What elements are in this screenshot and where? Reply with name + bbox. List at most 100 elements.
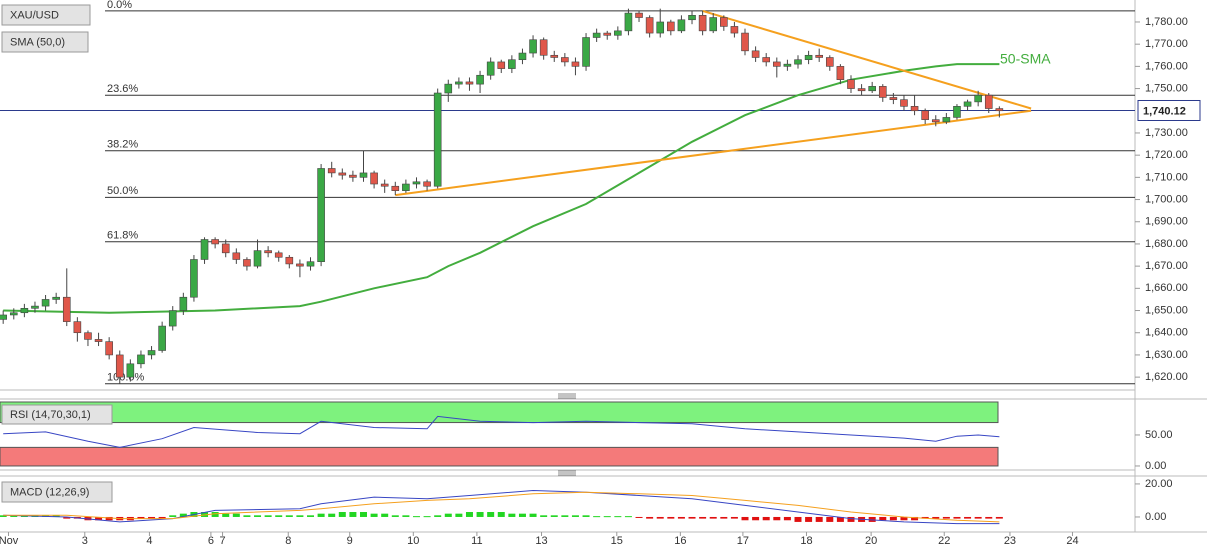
- candle-body: [921, 110, 929, 120]
- macd-histogram-bar: [646, 516, 654, 519]
- macd-histogram-bar: [964, 516, 972, 519]
- y-tick-label: 1,770.00: [1145, 38, 1188, 50]
- candle-body: [211, 239, 219, 245]
- candle-body: [614, 30, 622, 36]
- macd-histogram-bar: [359, 512, 367, 517]
- y-tick-label: 1,730.00: [1145, 127, 1188, 139]
- candle-body: [645, 17, 654, 34]
- macd-box: [1, 481, 113, 503]
- candle-body: [974, 94, 982, 103]
- candle-body: [592, 32, 601, 38]
- candle-body: [995, 108, 1004, 112]
- candle-body: [953, 106, 961, 118]
- candle-body: [444, 83, 453, 94]
- candle-body: [931, 119, 940, 123]
- macd-histogram-bar: [550, 515, 558, 517]
- rsi-tick-label: 50.00: [1145, 429, 1173, 441]
- candle-body: [126, 363, 135, 378]
- indicator-label: SMA (50,0): [10, 36, 65, 48]
- candle-body: [253, 250, 262, 267]
- candle-body: [370, 172, 378, 185]
- sma-label: 50-SMA: [1000, 51, 1051, 67]
- candle-body: [285, 256, 294, 265]
- macd-histogram-bar: [328, 513, 336, 517]
- macd-histogram-bar: [434, 515, 442, 517]
- macd-histogram-bar: [10, 515, 18, 517]
- candle-body: [327, 168, 336, 174]
- macd-histogram-bar: [561, 515, 569, 517]
- candle-body: [709, 17, 718, 32]
- macd-histogram-bar: [836, 516, 844, 522]
- macd-histogram-bar: [900, 516, 908, 521]
- candle-body: [158, 325, 166, 351]
- candle-body: [31, 305, 39, 309]
- candle-body: [794, 59, 802, 65]
- macd-histogram-bar: [455, 513, 463, 517]
- macd-histogram-bar: [911, 516, 919, 521]
- candle-body: [73, 321, 82, 334]
- candle-body: [910, 106, 919, 112]
- candle-body: [942, 117, 951, 123]
- candle-body: [243, 259, 251, 267]
- macd-histogram-bar: [730, 516, 738, 519]
- x-tick-label: 10: [407, 535, 419, 547]
- x-tick-label: 18: [800, 535, 812, 547]
- candle-body: [518, 52, 527, 61]
- candle-body: [105, 341, 113, 356]
- candle-body: [179, 296, 188, 311]
- candle-body: [677, 19, 686, 32]
- macd-histogram-bar: [656, 516, 664, 519]
- y-tick-label: 1,720.00: [1145, 149, 1188, 161]
- macd-histogram-bar: [953, 516, 961, 519]
- rsi-box: [1, 404, 113, 425]
- macd-histogram-bar: [720, 516, 728, 519]
- candle-body: [539, 39, 548, 56]
- x-tick-label: 9: [347, 535, 353, 547]
- macd-histogram-bar: [285, 515, 293, 517]
- y-tick-label: 1,680.00: [1145, 238, 1188, 250]
- macd-histogram-bar: [540, 515, 548, 517]
- candle-body: [783, 63, 792, 67]
- macd-histogram-bar: [179, 513, 187, 517]
- candle-body: [667, 21, 675, 32]
- candle-body: [221, 243, 230, 254]
- macd-histogram-bar: [783, 516, 791, 521]
- macd-histogram-bar: [942, 516, 950, 519]
- macd-histogram-bar: [412, 516, 420, 518]
- candle-body: [147, 350, 156, 356]
- candle-body: [115, 354, 124, 378]
- candle-body: [359, 172, 368, 178]
- x-tick-label: 24: [1066, 535, 1078, 547]
- macd-histogram-bar: [497, 512, 505, 517]
- last-price-label: 1,740.12: [1143, 105, 1186, 117]
- candle-body: [900, 99, 908, 107]
- macd-histogram-bar: [518, 513, 526, 517]
- candle-body: [603, 32, 612, 36]
- candle-body: [508, 59, 516, 69]
- candle-body: [168, 310, 177, 327]
- macd-histogram-bar: [667, 516, 675, 519]
- candle-body: [433, 92, 442, 187]
- macd-histogram-bar: [879, 516, 887, 521]
- macd-histogram-bar: [741, 516, 749, 521]
- fib-label: 50.0%: [107, 185, 138, 197]
- resize-handle[interactable]: [558, 393, 576, 476]
- candle-body: [878, 86, 887, 98]
- x-tick-label: 13: [535, 535, 547, 547]
- y-tick-label: 1,670.00: [1145, 260, 1188, 272]
- candle-body: [338, 172, 347, 176]
- candle-body: [41, 299, 50, 307]
- sma-line: [3, 63, 1000, 314]
- fib-label: 0.0%: [107, 0, 132, 11]
- candle-body: [62, 296, 71, 322]
- candle-body: [836, 66, 845, 80]
- candle-body: [402, 183, 410, 191]
- macd-histogram-bar: [275, 515, 283, 517]
- macd-histogram-bar: [508, 513, 516, 517]
- x-tick-label: 22: [938, 535, 950, 547]
- fib-label: 38.2%: [107, 139, 138, 151]
- last-price-box: [1137, 99, 1201, 121]
- candle-body: [635, 12, 643, 18]
- candle-body: [465, 81, 474, 85]
- macd-histogram-bar: [614, 516, 622, 518]
